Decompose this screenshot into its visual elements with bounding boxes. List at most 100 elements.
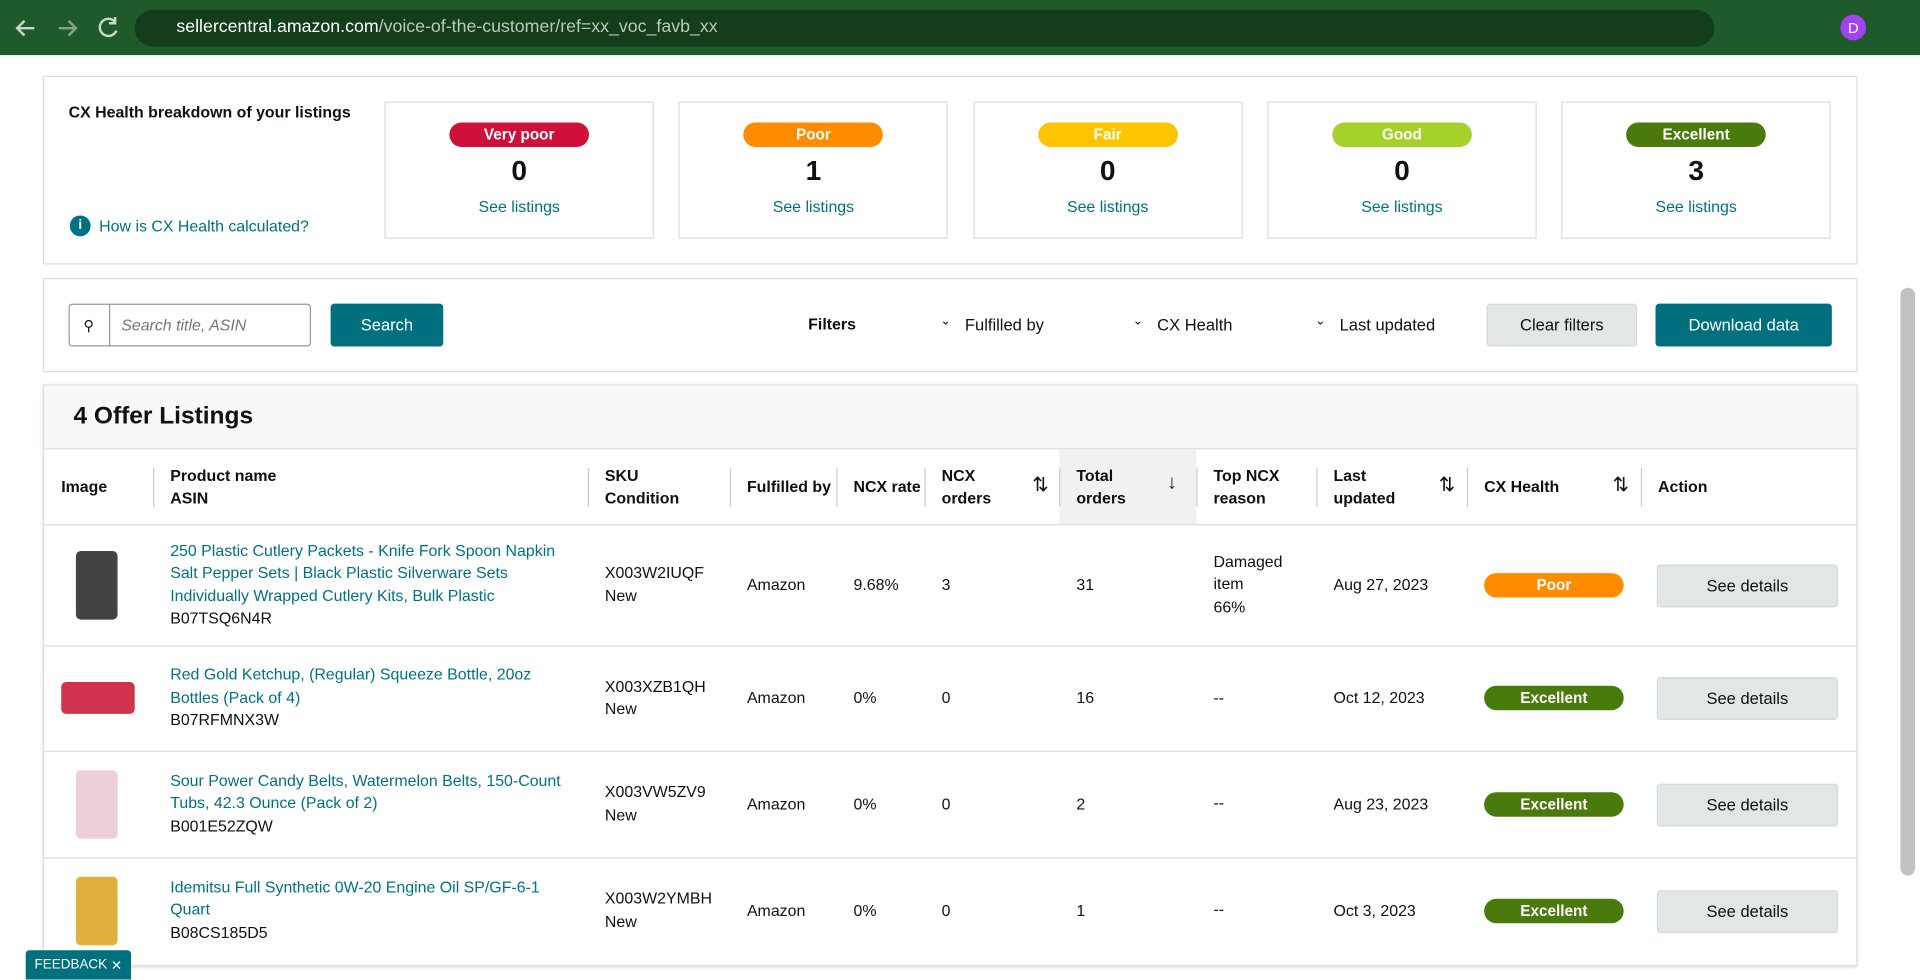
fulfilled-by: Amazon [746,574,806,594]
asin: B07TSQ6N4R [170,608,272,627]
column-header: orders [1076,488,1126,507]
column-header: NCX [941,466,976,485]
total-orders: 31 [1076,574,1095,594]
search-box[interactable] [68,303,312,347]
condition: New [604,911,637,931]
total-orders: 1 [1076,900,1086,919]
column-separator [587,467,589,507]
health-card [678,101,949,239]
clear-filters-button[interactable]: Clear filters [1486,303,1638,347]
condition: New [604,805,637,824]
nav-icons [15,17,118,38]
filter-dropdown[interactable]: Fulfilled by [964,315,1044,335]
sort-icon[interactable]: ⇅ [1612,475,1630,496]
cx-health-badge: Excellent [1484,791,1624,817]
column-separator [1640,467,1643,507]
download-button[interactable]: Download data [1655,303,1832,347]
top-ncx-reason: -- [1213,900,1225,919]
total-orders: 16 [1076,688,1095,707]
sku: X003W2IUQF [604,563,704,582]
column-header: Product name [170,466,277,485]
url: sellercentral.amazon.com/voice-of-the-cu… [176,17,717,37]
last-updated: Aug 27, 2023 [1333,574,1429,594]
product-image [75,550,118,619]
top-ncx-reason: item [1213,574,1244,593]
search-placeholder: Search title, ASIN [121,315,247,335]
health-title: CX Health breakdown of your listings [68,102,351,122]
column-separator [1196,467,1198,507]
ncx-rate: 0% [853,794,877,813]
product-name-link[interactable]: 250 Plastic Cutlery Packets - Knife Fork… [170,540,556,605]
filter-dropdown[interactable]: Last updated [1339,315,1436,335]
help-link[interactable]: How is CX Health calculated? [99,216,309,236]
search-button[interactable]: Search [330,303,444,347]
browser-bar: sellercentral.amazon.com/voice-of-the-cu… [0,0,1920,56]
feedback-label: FEEDBACK [34,957,108,973]
sku: X003VW5ZV9 [604,782,706,801]
see-listings-link[interactable]: See listings [1361,197,1443,216]
cx-health-badge: Poor [1484,572,1624,597]
search-icon: ⚲ [69,303,111,347]
ncx-orders: 0 [941,688,951,707]
column-header: ASIN [170,488,209,507]
health-badge: Very poor [449,122,589,147]
ncx-rate: 9.68% [853,574,899,594]
see-listings-link[interactable]: See listings [772,197,855,216]
top-ncx-reason: 66% [1213,597,1246,616]
ncx-orders: 0 [941,794,951,813]
product-image [75,876,118,945]
column-header: Action [1657,477,1708,496]
address-bar[interactable] [134,9,1715,47]
row-divider [44,750,1857,752]
see-details-button[interactable]: See details [1656,677,1838,721]
ncx-rate: 0% [853,688,877,707]
sku: X003XZB1QH [604,676,706,695]
see-details-button[interactable]: See details [1656,889,1838,933]
column-separator [1466,467,1469,507]
cx-health-badge: Excellent [1484,898,1624,923]
listings-header [44,385,1857,450]
see-details-button[interactable]: See details [1656,563,1838,607]
total-orders: 2 [1076,794,1086,813]
see-listings-link[interactable]: See listings [1066,197,1149,216]
url-path: /voice-of-the-customer/ref=xx_voc_favb_x… [378,17,718,37]
top-ncx-reason: -- [1213,687,1225,707]
product-image [75,769,118,839]
filter-dropdown[interactable]: CX Health [1157,315,1233,335]
info-icon: i [69,215,91,237]
column-header: NCX rate [853,477,921,496]
last-updated: Oct 12, 2023 [1333,688,1425,707]
health-count: 0 [1394,154,1410,187]
listings-panel [42,384,1858,967]
health-card [972,101,1243,239]
see-listings-link[interactable]: See listings [1655,197,1737,216]
column-separator [153,467,155,507]
column-separator [1316,467,1318,507]
top-ncx-reason: -- [1213,793,1225,813]
avatar[interactable]: D [1840,14,1867,41]
column-separator [924,467,926,507]
sort-icon[interactable]: ↓ [1166,472,1177,494]
health-panel [42,75,1858,265]
product-name-link[interactable]: Sour Power Candy Belts, Watermelon Belts… [170,771,561,813]
see-listings-link[interactable]: See listings [478,197,560,216]
product-name-link[interactable]: Red Gold Ketchup, (Regular) Squeeze Bott… [170,665,532,707]
column-header: SKU [604,466,639,485]
column-header: Fulfilled by [746,477,831,496]
asin: B001E52ZQW [170,816,273,835]
feedback-tab[interactable]: FEEDBACK ✕ [25,950,132,980]
last-updated: Oct 3, 2023 [1333,900,1416,919]
health-card [1561,101,1831,239]
cx-health-badge: Excellent [1484,685,1624,711]
sorted-column-bg [1059,449,1197,525]
product-name-link[interactable]: Idemitsu Full Synthetic 0W-20 Engine Oil… [170,877,540,919]
filter-chevron: ⌄ [1132,314,1143,329]
toolbar-panel [42,277,1858,373]
sort-icon[interactable]: ⇅ [1438,475,1456,496]
see-details-button[interactable]: See details [1656,783,1838,826]
sku: X003W2YMBH [604,888,712,908]
filter-chevron: ⌄ [940,314,951,329]
scrollbar [1900,287,1916,876]
sort-icon[interactable]: ⇅ [1032,475,1049,496]
ncx-orders: 0 [941,900,951,919]
